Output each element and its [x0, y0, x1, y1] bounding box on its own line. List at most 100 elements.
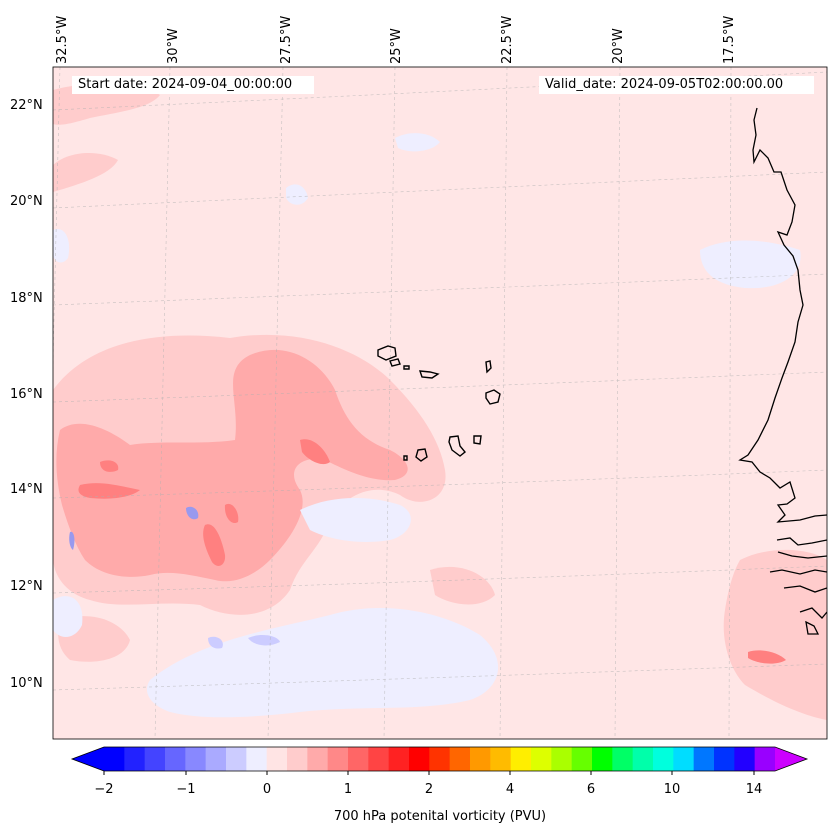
island-boa-vista — [485, 389, 501, 405]
pv-field-pale-blue — [146, 607, 499, 718]
colorbar-segment — [348, 747, 369, 771]
pv-field-pale-blue — [395, 133, 440, 152]
colorbar-segment — [714, 747, 735, 771]
colorbar-tick-label: 10 — [663, 782, 681, 797]
colorbar-segment — [144, 747, 166, 771]
colorbar-segment — [592, 747, 613, 771]
pv-field-pale-blue — [53, 596, 83, 637]
cape-verde-islands — [377, 345, 501, 462]
pv-field-strong-pink — [100, 460, 119, 472]
colorbar-segment — [490, 747, 512, 771]
latitude-label: 14°N — [10, 482, 43, 497]
pv-field-blue — [69, 531, 75, 550]
colorbar-segment — [632, 747, 654, 771]
pv-field-strong-pink — [78, 483, 140, 499]
colorbar-segment — [388, 747, 410, 771]
latitude-label: 22°N — [10, 98, 43, 113]
colorbar-segment — [266, 747, 288, 771]
pv-field-light-blue — [248, 635, 280, 646]
latitude-label: 20°N — [10, 194, 43, 209]
pv-field-pale-blue — [53, 229, 70, 263]
pv-field-light-pink — [723, 549, 827, 720]
colorbar-segment — [734, 747, 756, 771]
pv-field-pale-blue — [286, 184, 308, 205]
latitude-label: 18°N — [10, 291, 43, 306]
colorbar-segment — [470, 747, 491, 771]
colorbar-segment — [205, 747, 227, 771]
valid-date-box: Valid_date: 2024-09-05T02:00:00.00 — [539, 76, 814, 94]
longitude-label: 17.5°W — [722, 15, 737, 64]
graticule — [53, 67, 827, 739]
colorbar-title: 700 hPa potenital vorticity (PVU) — [333, 809, 547, 824]
island-sao-vicente — [389, 358, 401, 367]
colorbar-extend-min — [72, 747, 104, 771]
longitude-label: 27.5°W — [279, 15, 294, 64]
latitude-label: 16°N — [10, 387, 43, 402]
pv-field-pale-blue — [700, 240, 801, 289]
longitude-label: 25°W — [389, 28, 404, 64]
west-africa-coastline — [738, 107, 827, 635]
colorbar-tick-label: 2 — [424, 782, 434, 797]
colorbar-segment — [104, 747, 125, 771]
colorbar-tick-label: 14 — [745, 782, 763, 797]
pv-field-strong-pink — [203, 524, 226, 566]
island-maio — [473, 435, 482, 445]
island-santa-luzia — [403, 365, 410, 370]
colorbar-segment — [551, 747, 573, 771]
colorbar-segment — [653, 747, 674, 771]
colorbar-tick-label: −1 — [176, 782, 196, 797]
pv-field-pale-blue — [300, 498, 411, 542]
longitude-label: 22.5°W — [500, 15, 515, 64]
pv-field-medium-pink — [56, 349, 408, 582]
longitude-label: 20°W — [611, 28, 626, 64]
colorbar-segment — [571, 747, 593, 771]
colorbar-segment — [531, 747, 552, 771]
colorbar-segment — [165, 747, 186, 771]
island-sao-nicolau — [418, 370, 440, 379]
colorbar-segment — [226, 747, 247, 771]
colorbar-segment — [246, 747, 268, 771]
latitude-label: 12°N — [10, 579, 43, 594]
longitude-label: 32.5°W — [55, 15, 70, 64]
start-date-text: Start date: 2024-09-04_00:00:00 — [78, 77, 293, 92]
island-santo-antao — [377, 345, 397, 361]
latitude-label: 10°N — [10, 676, 43, 691]
map-frame — [52, 66, 828, 740]
colorbar-segment — [754, 747, 776, 771]
island-brava — [403, 455, 408, 461]
pv-field-light-blue — [208, 636, 223, 649]
pv-field-light-pink — [53, 153, 118, 192]
colorbar-tick-label: 1 — [343, 782, 353, 797]
island-sal — [485, 360, 492, 374]
start-date-box: Start date: 2024-09-04_00:00:00 — [72, 76, 314, 94]
pv-field-strong-pink — [300, 439, 330, 465]
colorbar-segment — [307, 747, 329, 771]
pv-field-light-pink — [430, 566, 495, 605]
colorbar-segment — [287, 747, 308, 771]
colorbar — [70, 746, 809, 775]
colorbar-segment — [673, 747, 695, 771]
island-santiago — [448, 435, 466, 457]
colorbar-tick-label: 4 — [505, 782, 515, 797]
colorbar-segment — [409, 747, 430, 771]
colorbar-segment — [612, 747, 634, 771]
valid-date-text: Valid_date: 2024-09-05T02:00:00.00 — [545, 77, 784, 92]
colorbar-tick-label: 6 — [586, 782, 596, 797]
colorbar-segment — [185, 747, 207, 771]
pv-field-strong-pink — [748, 650, 786, 664]
colorbar-segment — [449, 747, 471, 771]
colorbar-segment — [368, 747, 390, 771]
colorbar-segment — [124, 747, 146, 771]
pv-field-blue — [186, 506, 199, 520]
colorbar-tick-label: 0 — [262, 782, 272, 797]
colorbar-segment — [327, 747, 349, 771]
pv-field-strong-pink — [224, 503, 239, 524]
colorbar-tick-label: −2 — [94, 782, 114, 797]
colorbar-segment — [510, 747, 532, 771]
colorbar-segment — [693, 747, 715, 771]
colorbar-extend-max — [775, 747, 807, 771]
longitude-label: 30°W — [166, 28, 181, 64]
colorbar-segment — [429, 747, 451, 771]
